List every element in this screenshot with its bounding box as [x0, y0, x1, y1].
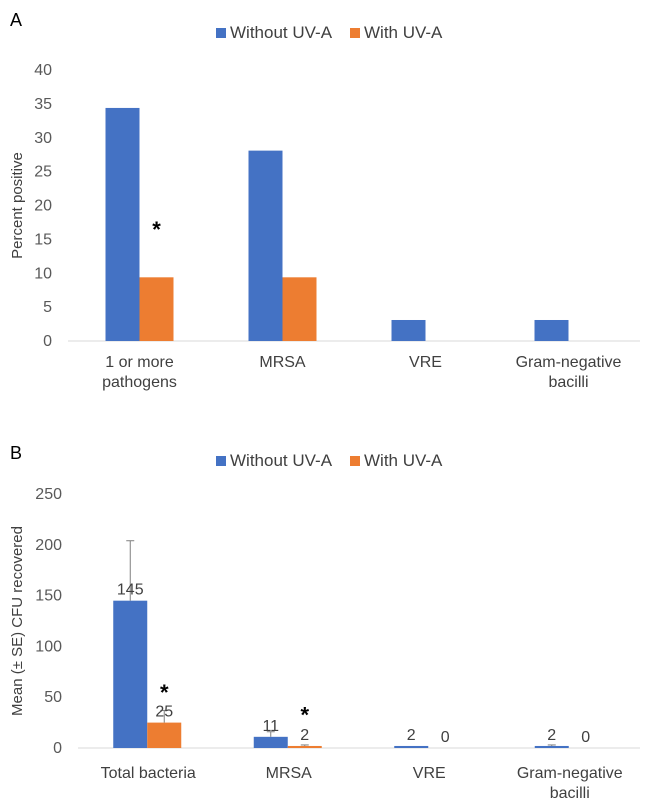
- legend-swatch: [350, 28, 360, 38]
- data-label: 2: [407, 727, 416, 744]
- chart-panel-a: A Without UV-A With UV-A 0 5 10 15 20 25 30 35 40 Pe…: [9, 10, 640, 391]
- y-tick-label: 15: [34, 231, 52, 248]
- x-category-label: 1 or more: [105, 354, 174, 371]
- y-tick-label: 50: [44, 689, 62, 706]
- bar: [147, 722, 182, 748]
- x-category-label: VRE: [413, 765, 446, 782]
- legend-label: With UV-A: [364, 23, 443, 42]
- x-category-label: bacilli: [548, 374, 588, 391]
- bar: [253, 736, 288, 748]
- bar: [534, 745, 569, 748]
- x-category-label: pathogens: [102, 374, 177, 391]
- legend-label: With UV-A: [364, 451, 443, 470]
- y-tick-label: 35: [34, 96, 52, 113]
- y-tick-label: 20: [34, 198, 52, 215]
- bar: [113, 600, 148, 748]
- bar: [394, 745, 429, 748]
- data-label: 2: [300, 727, 309, 744]
- y-axis-title: Mean (± SE) CFU recovered: [9, 526, 26, 716]
- x-category-label: Gram-negative: [517, 765, 623, 782]
- legend-swatch: [216, 456, 226, 466]
- y-tick-label: 10: [34, 265, 52, 282]
- bar: [287, 745, 322, 748]
- y-tick-label: 250: [35, 486, 62, 503]
- x-category-label: MRSA: [259, 354, 306, 371]
- y-tick-label: 5: [43, 299, 52, 316]
- y-tick-label: 25: [34, 164, 52, 181]
- bar: [282, 277, 317, 341]
- significance-star: *: [152, 217, 161, 242]
- x-category-label: Total bacteria: [101, 765, 196, 782]
- data-label: 0: [441, 729, 450, 746]
- bar: [391, 319, 426, 341]
- bar: [139, 277, 174, 341]
- legend-label: Without UV-A: [230, 451, 333, 470]
- data-label: 145: [117, 582, 144, 599]
- y-tick-label: 200: [35, 537, 62, 554]
- data-label: 0: [581, 729, 590, 746]
- y-tick-label: 100: [35, 638, 62, 655]
- data-label: 11: [262, 718, 279, 735]
- significance-star: *: [160, 680, 169, 705]
- panel-label: B: [10, 443, 22, 463]
- y-tick-label: 30: [34, 130, 52, 147]
- y-tick-label: 0: [43, 333, 52, 350]
- x-category-label: MRSA: [266, 765, 313, 782]
- data-label: 25: [155, 704, 173, 721]
- data-label: 2: [547, 727, 556, 744]
- y-tick-label: 40: [34, 62, 52, 79]
- legend-swatch: [350, 456, 360, 466]
- bar: [105, 107, 140, 341]
- significance-star: *: [300, 702, 309, 727]
- x-category-label: bacilli: [550, 785, 590, 802]
- legend-label: Without UV-A: [230, 23, 333, 42]
- legend-swatch: [216, 28, 226, 38]
- y-tick-label: 0: [53, 740, 62, 757]
- x-category-label: VRE: [409, 354, 442, 371]
- y-axis-title: Percent positive: [9, 152, 26, 259]
- x-category-label: Gram-negative: [516, 354, 622, 371]
- panel-label: A: [10, 10, 22, 30]
- y-tick-label: 150: [35, 588, 62, 605]
- chart-panel-b: B Without UV-A With UV-A050100150200250Mea…: [9, 443, 640, 802]
- bar: [534, 319, 569, 341]
- bar: [248, 150, 283, 341]
